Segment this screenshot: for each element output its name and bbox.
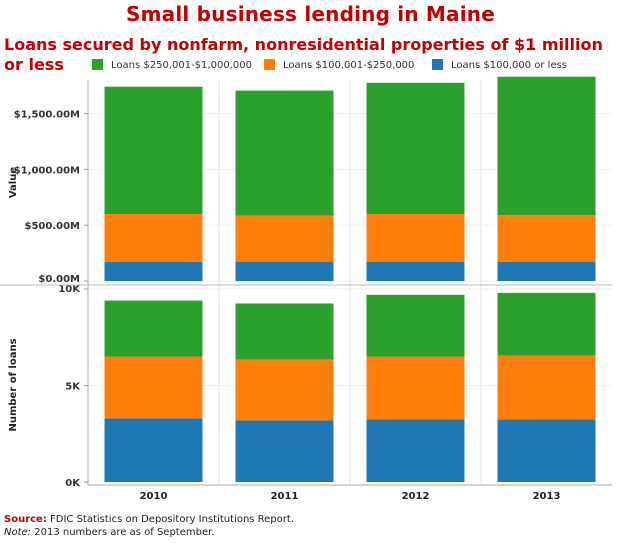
y-tick-label: $0.00M [38,274,80,285]
y-tick-label: $1,000.00M [14,165,80,176]
y-axis-label: Value [8,167,19,198]
bar-segment [366,419,465,482]
bar-segment [104,86,203,214]
bar-segment [497,419,596,482]
note-label: Note: [4,527,32,538]
bar-segment [235,303,334,360]
legend-label-medium: Loans $100,001-$250,000 [283,60,415,71]
x-tick-label: 2012 [402,491,430,502]
note-text: 2013 numbers are as of September. [31,527,215,538]
legend-swatch-medium [264,59,275,70]
bar-segment [497,215,596,263]
bar-segment [104,418,203,482]
bar-segment [235,420,334,482]
bar-segment [104,262,203,281]
bar-segment [366,214,465,263]
bar-segment [497,262,596,281]
y-tick-label: 5K [65,382,81,393]
source-line: Source: FDIC Statistics on Depository In… [4,513,294,526]
legend-swatch-large [92,59,103,70]
bar-segment [235,215,334,263]
bar-segment [235,359,334,421]
source-label: Source: [4,514,47,525]
note-line: Note: 2013 numbers are as of September. [4,526,294,539]
legend-label-large: Loans $250,001-$1,000,000 [111,60,252,71]
source-text: FDIC Statistics on Depository Institutio… [46,514,294,525]
bar-segment [235,262,334,281]
x-tick-label: 2011 [271,491,299,502]
chart-subtitle: Loans secured by nonfarm, nonresidential… [4,35,603,74]
bar-segment [366,294,465,357]
bar-segment [366,356,465,420]
y-axis-label: Number of loans [8,338,19,431]
x-tick-label: 2010 [140,491,168,502]
bar-segment [366,82,465,215]
chart-title: Small business lending in Maine [126,2,495,26]
legend-label-small: Loans $100,000 or less [451,60,568,71]
y-tick-label: 10K [58,284,81,295]
bar-segment [104,356,203,419]
bar-segment [104,300,203,357]
bar-segment [497,76,596,216]
bar-segment [104,214,203,263]
y-tick-label: $500.00M [25,221,81,232]
footer: Source: FDIC Statistics on Depository In… [4,513,294,539]
bar-segment [497,292,596,356]
y-tick-label: 0K [65,478,81,489]
x-tick-label: 2013 [533,491,561,502]
bar-segment [497,355,596,420]
legend-swatch-small [432,59,443,70]
bar-segment [235,90,334,216]
bar-segment [366,262,465,281]
y-tick-label: $1,500.00M [14,110,80,121]
